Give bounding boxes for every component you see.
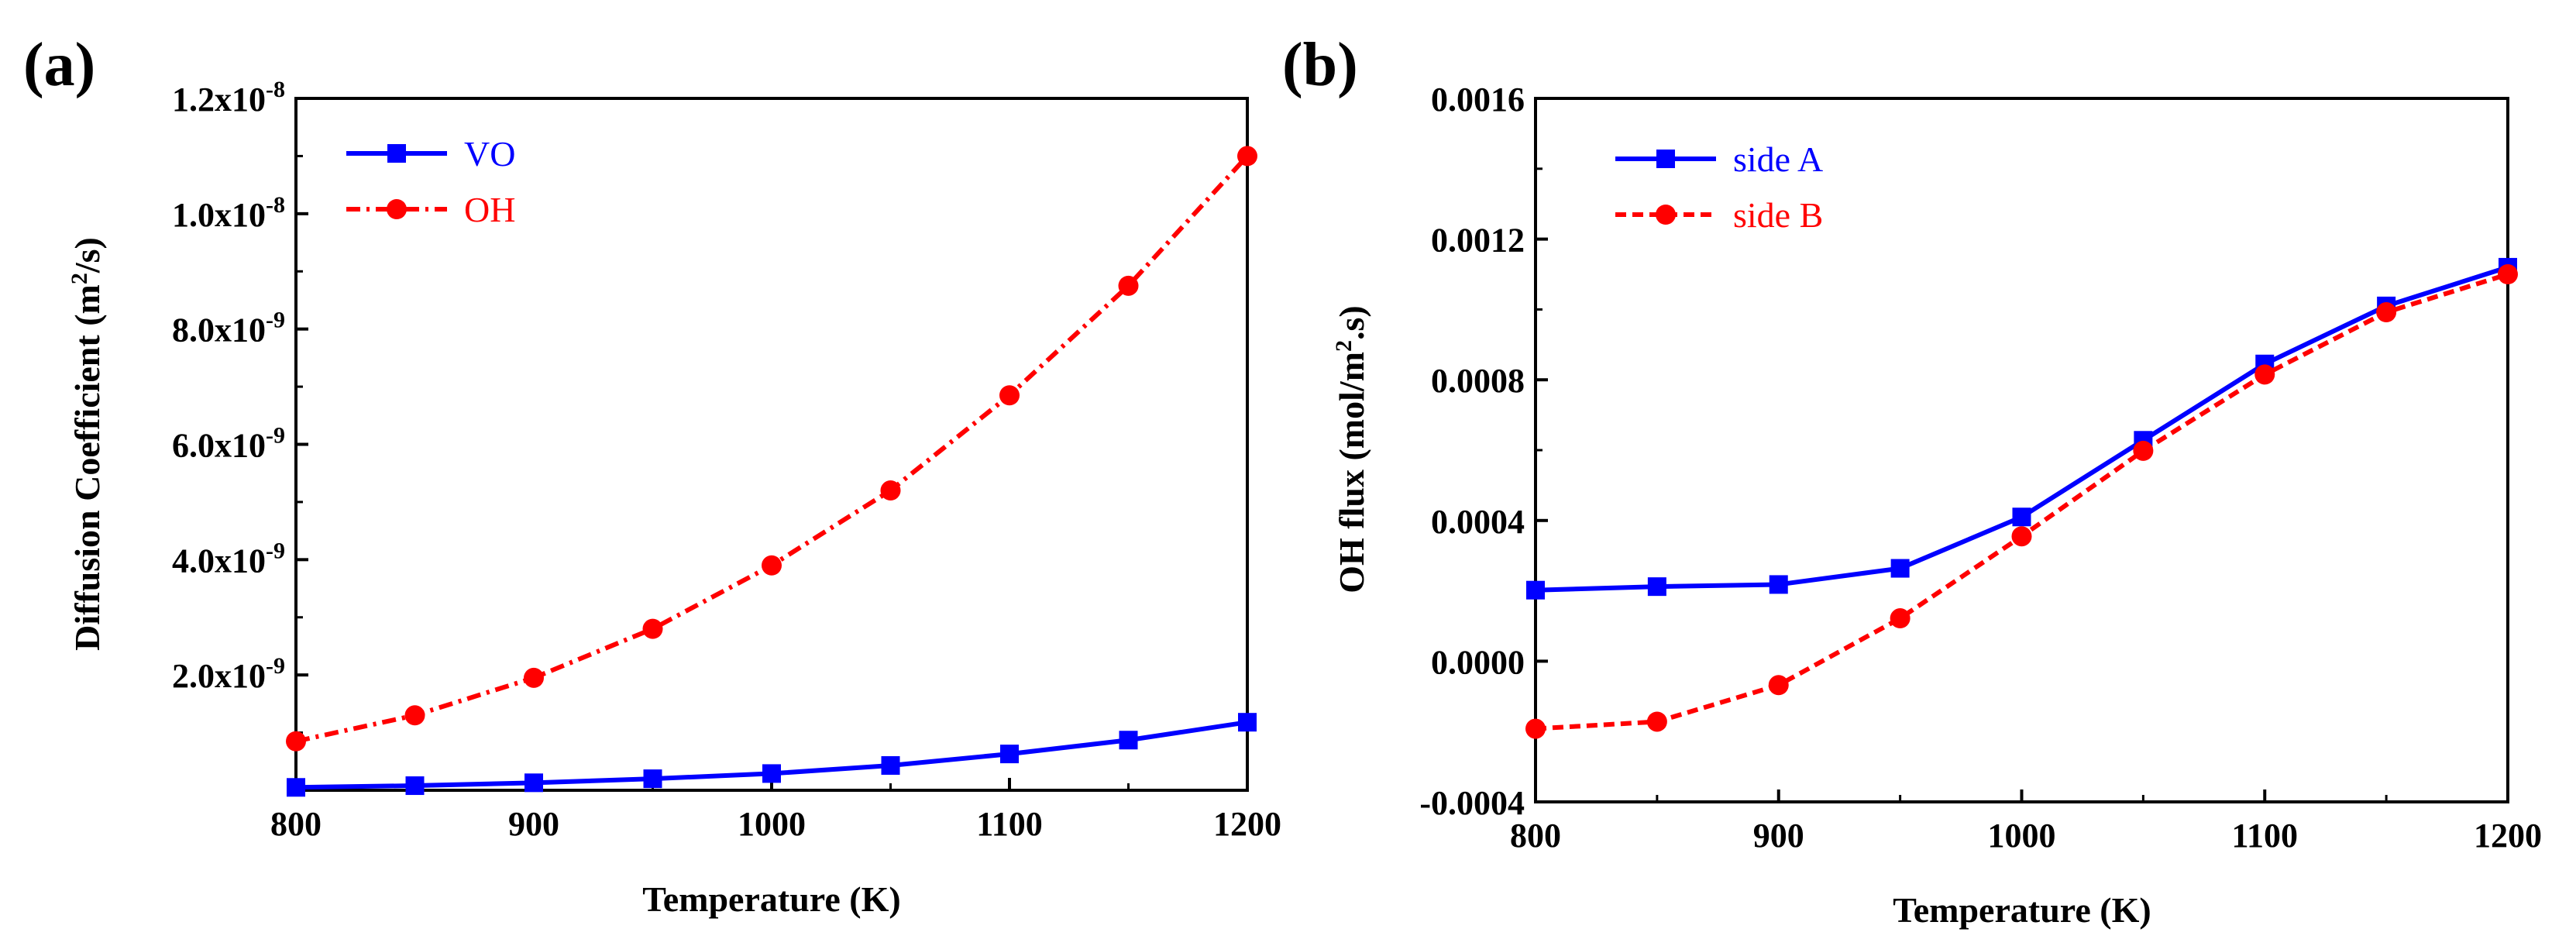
series-line: [1535, 272, 2509, 731]
data-point: [2376, 302, 2397, 323]
data-point: [2498, 264, 2518, 284]
data-point: [642, 618, 663, 639]
data-point: [1118, 275, 1139, 296]
series-side-a: [1526, 257, 2517, 600]
x-tick-label: 1000: [738, 805, 806, 843]
y-tick-mantissa: 4.0x10: [172, 542, 266, 580]
data-point: [1768, 675, 1789, 696]
y-axis-label-a: Diffusion Coefficient (m2/s): [67, 237, 108, 651]
y-tick-label: 1.2x10-8: [172, 77, 285, 119]
x-tick-label: 1000: [1988, 817, 2056, 855]
data-point: [762, 764, 781, 783]
y-tick-mantissa: 8.0x10: [172, 311, 266, 349]
data-point: [643, 769, 662, 789]
x-axis-label-b: Temperature (K): [1893, 890, 2151, 930]
legend-marker: [387, 144, 406, 163]
y-tick-label: 1.0x10-8: [172, 192, 285, 234]
data-point: [2012, 507, 2031, 527]
data-point: [881, 756, 900, 776]
y-tick-exponent: -9: [266, 423, 285, 449]
data-point: [1000, 745, 1019, 764]
panel-label-b: (b): [1282, 31, 1358, 99]
data-point: [287, 778, 305, 797]
y-tick-label: 0.0000: [1431, 643, 1525, 681]
x-tick-label: 800: [270, 805, 322, 843]
y-tick-label: 0.0004: [1431, 503, 1525, 541]
y-tick-label: 0.0016: [1431, 81, 1525, 119]
data-point: [1890, 559, 1910, 578]
data-point: [1525, 718, 1546, 739]
y-tick-exponent: -9: [266, 538, 285, 563]
y-tick-mantissa: 1.2x10: [172, 81, 266, 119]
x-tick-label: 1200: [1213, 805, 1281, 843]
legend-b: side A side B: [1615, 139, 1823, 235]
x-axis-label-a: Temperature (K): [642, 879, 900, 919]
legend-a: VO OH: [346, 134, 515, 229]
data-point: [2254, 364, 2275, 385]
data-point: [524, 773, 543, 793]
x-tick-label: 1100: [2231, 817, 2298, 855]
data-point: [405, 776, 425, 796]
data-point: [1646, 711, 1667, 732]
legend-label: OH: [464, 190, 515, 229]
legend-marker: [1656, 205, 1676, 225]
plot-frame-b: [1534, 97, 2509, 803]
data-point: [1526, 580, 1545, 600]
series-oh: [286, 146, 1257, 752]
data-point: [524, 667, 544, 688]
x-tick-label: 900: [1753, 817, 1804, 855]
y-tick-label: 0.0012: [1431, 222, 1525, 260]
y-tick-label: 8.0x10-9: [172, 308, 285, 349]
legend-label: VO: [464, 134, 515, 174]
data-point: [1890, 608, 1911, 629]
data-point: [1769, 575, 1788, 594]
series-vo: [287, 713, 1257, 797]
x-tick-label: 900: [508, 805, 559, 843]
legend-label: side A: [1733, 139, 1823, 179]
data-point: [1647, 577, 1666, 597]
y-tick-label: 0.0008: [1431, 362, 1525, 400]
x-tick-label: 1200: [2474, 817, 2542, 855]
data-point: [1238, 713, 1257, 732]
y-tick-exponent: -9: [266, 308, 285, 333]
data-point: [2011, 526, 2032, 547]
y-tick-mantissa: 1.0x10: [172, 196, 266, 234]
data-point: [1237, 146, 1257, 167]
series-side-b: [1525, 264, 2518, 739]
x-tick-label: 800: [1510, 817, 1561, 855]
data-point: [762, 555, 782, 576]
panel-label-a: (a): [23, 31, 95, 99]
data-point: [880, 480, 901, 501]
data-point: [1119, 731, 1138, 750]
legend-marker: [1656, 150, 1675, 168]
y-tick-exponent: -8: [266, 77, 285, 102]
data-point: [404, 705, 425, 726]
y-tick-mantissa: 6.0x10: [172, 427, 266, 465]
plot-frame-a: [294, 97, 1249, 792]
legend-label: side B: [1733, 195, 1823, 235]
legend-marker: [387, 199, 407, 219]
series-line: [295, 154, 1250, 744]
y-tick-label: 6.0x10-9: [172, 423, 285, 465]
data-point: [2133, 440, 2154, 461]
chart-a: (a) 800 900 1000 1100 1200 2.0x10-94.0x10-96…: [23, 31, 1281, 919]
y-tick-label: 2.0x10-9: [172, 653, 285, 695]
y-tick-exponent: -9: [266, 653, 285, 679]
y-tick-label: 4.0x10-9: [172, 538, 285, 580]
data-point: [999, 385, 1020, 406]
y-axis-label-b: OH flux (mol/m2.s): [1331, 305, 1372, 593]
chart-b: (b) 800 900 1000 1100 1200 -0.0004 0.0000 0.00…: [1282, 31, 2542, 930]
y-tick-label: -0.0004: [1419, 784, 1525, 822]
y-tick-mantissa: 2.0x10: [172, 657, 266, 695]
data-point: [286, 731, 306, 752]
x-tick-label: 1100: [976, 805, 1043, 843]
y-tick-exponent: -8: [266, 192, 285, 218]
